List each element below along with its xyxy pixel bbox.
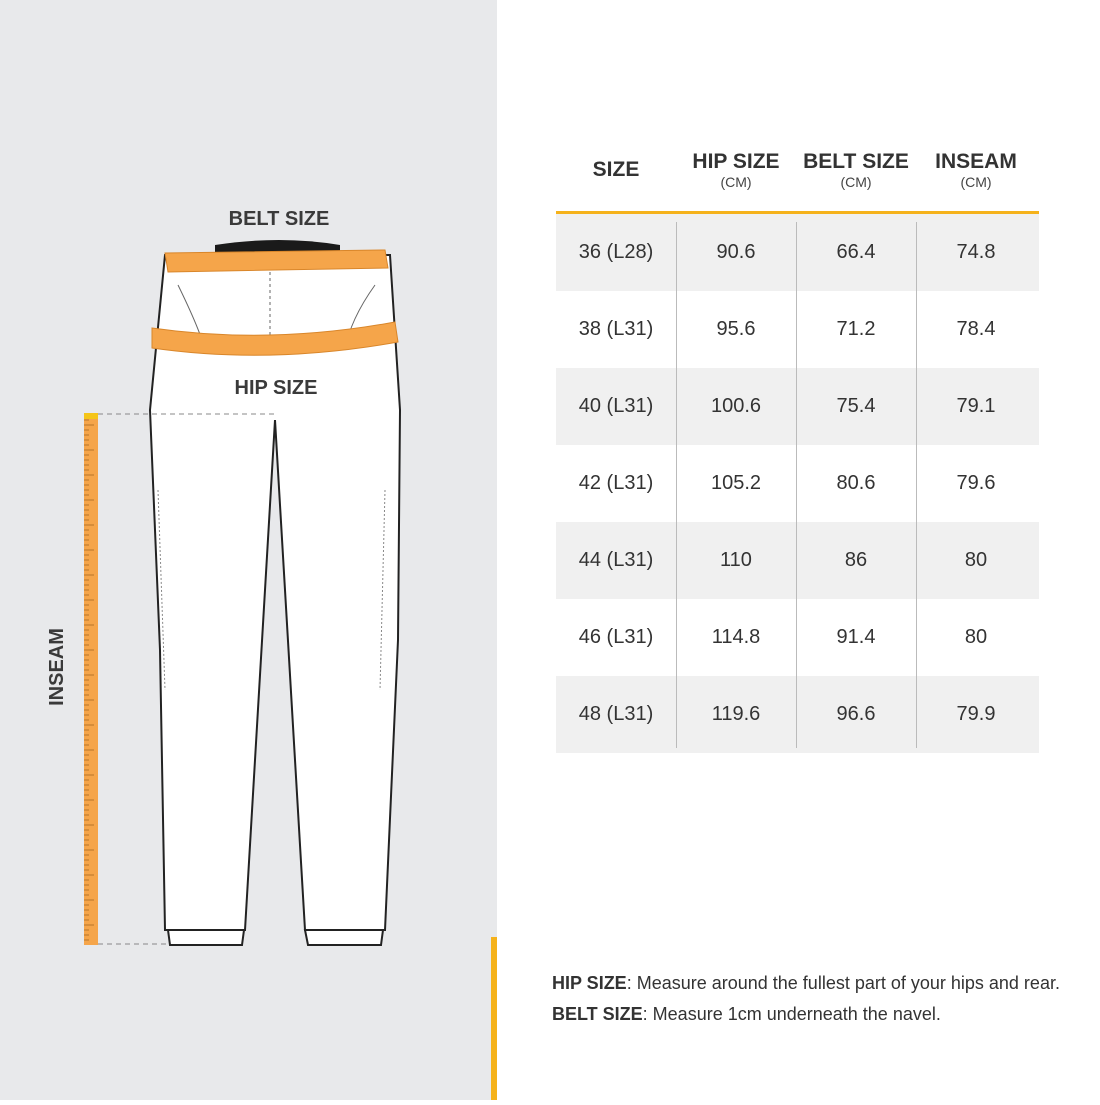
inseam-label: INSEAM	[46, 628, 68, 706]
table-cell: 79.1	[956, 395, 996, 417]
table-cell: 36 (L28)	[578, 241, 654, 263]
table-cell: 75.4	[836, 395, 876, 417]
table-row: 46 (L31) 114.8 91.4 80	[556, 599, 1039, 676]
note-text: : Measure around the fullest part of you…	[626, 973, 1060, 993]
note-text: : Measure 1cm underneath the navel.	[642, 1004, 941, 1024]
hip-tape	[151, 321, 399, 356]
table-cell: 119.6	[711, 703, 761, 725]
belt-label: BELT SIZE	[229, 208, 330, 230]
pants-diagram: BELT SIZE HIP SIZE INSEAM	[46, 208, 402, 946]
header-unit: (CM)	[840, 174, 872, 190]
header-label: SIZE	[592, 158, 640, 181]
column-divider	[916, 222, 917, 748]
inseam-ruler	[84, 413, 98, 945]
table-cell: 110	[720, 549, 752, 571]
table-cell: 80	[964, 626, 988, 648]
column-divider	[796, 222, 797, 748]
accent-bar	[491, 937, 497, 1100]
table-row: 38 (L31) 95.6 71.2 78.4	[556, 291, 1039, 368]
note: HIP SIZE: Measure around the fullest par…	[552, 973, 1060, 994]
table-cell: 80.6	[836, 472, 876, 494]
table-row: 40 (L31) 100.6 75.4 79.1	[556, 368, 1039, 445]
column-divider	[676, 222, 677, 748]
table-cell: 38 (L31)	[578, 318, 654, 340]
table-cell: 66.4	[836, 241, 876, 263]
table-cell: 114.8	[711, 626, 761, 648]
hip-label: HIP SIZE	[235, 377, 318, 399]
table-cell: 79.6	[956, 472, 996, 494]
header-cell: BELT SIZE (CM)	[796, 150, 916, 190]
note-term: HIP SIZE	[552, 973, 627, 993]
table-cell: 86	[844, 549, 868, 571]
table-cell: 71.2	[836, 318, 876, 340]
table-cell: 91.4	[836, 626, 876, 648]
table-cell: 79.9	[956, 703, 996, 725]
table-cell: 100.6	[710, 395, 762, 417]
note: BELT SIZE: Measure 1cm underneath the na…	[552, 1004, 941, 1025]
belt-tape	[164, 249, 389, 273]
table-cell: 74.8	[956, 241, 996, 263]
header-label: HIP SIZE	[692, 150, 780, 173]
header-unit: (CM)	[720, 174, 752, 190]
table-cell: 46 (L31)	[578, 626, 654, 648]
seams	[157, 489, 386, 691]
table-cell: 42 (L31)	[578, 472, 654, 494]
table-row: 48 (L31) 119.6 96.6 79.9	[556, 676, 1039, 753]
header-unit: (CM)	[960, 174, 992, 190]
header-label: INSEAM	[935, 150, 1017, 173]
header-label: BELT SIZE	[803, 150, 909, 173]
note-term: BELT SIZE	[552, 1004, 643, 1024]
table-cell: 95.6	[716, 318, 756, 340]
table-row: 36 (L28) 90.6 66.4 74.8	[556, 214, 1039, 291]
diagram-panel: BELT SIZE HIP SIZE INSEAM	[0, 0, 497, 1100]
table-cell: 90.6	[716, 241, 756, 263]
table-cell: 44 (L31)	[578, 549, 654, 571]
header-cell: HIP SIZE (CM)	[676, 150, 796, 190]
table-cell: 78.4	[956, 318, 996, 340]
header-rule	[556, 211, 1039, 214]
table-cell: 80	[964, 549, 988, 571]
table-cell: 40 (L31)	[578, 395, 654, 417]
pants-outline	[148, 254, 402, 931]
table-cell: 105.2	[710, 472, 762, 494]
table-cell: 48 (L31)	[578, 703, 654, 725]
table-row: 44 (L31) 110 86 80	[556, 522, 1039, 599]
header-cell: SIZE	[556, 158, 676, 182]
header-cell: INSEAM (CM)	[916, 150, 1036, 190]
table-cell: 96.6	[836, 703, 876, 725]
table-row: 42 (L31) 105.2 80.6 79.6	[556, 445, 1039, 522]
ruler-end	[84, 413, 98, 419]
cuffs	[166, 929, 385, 946]
